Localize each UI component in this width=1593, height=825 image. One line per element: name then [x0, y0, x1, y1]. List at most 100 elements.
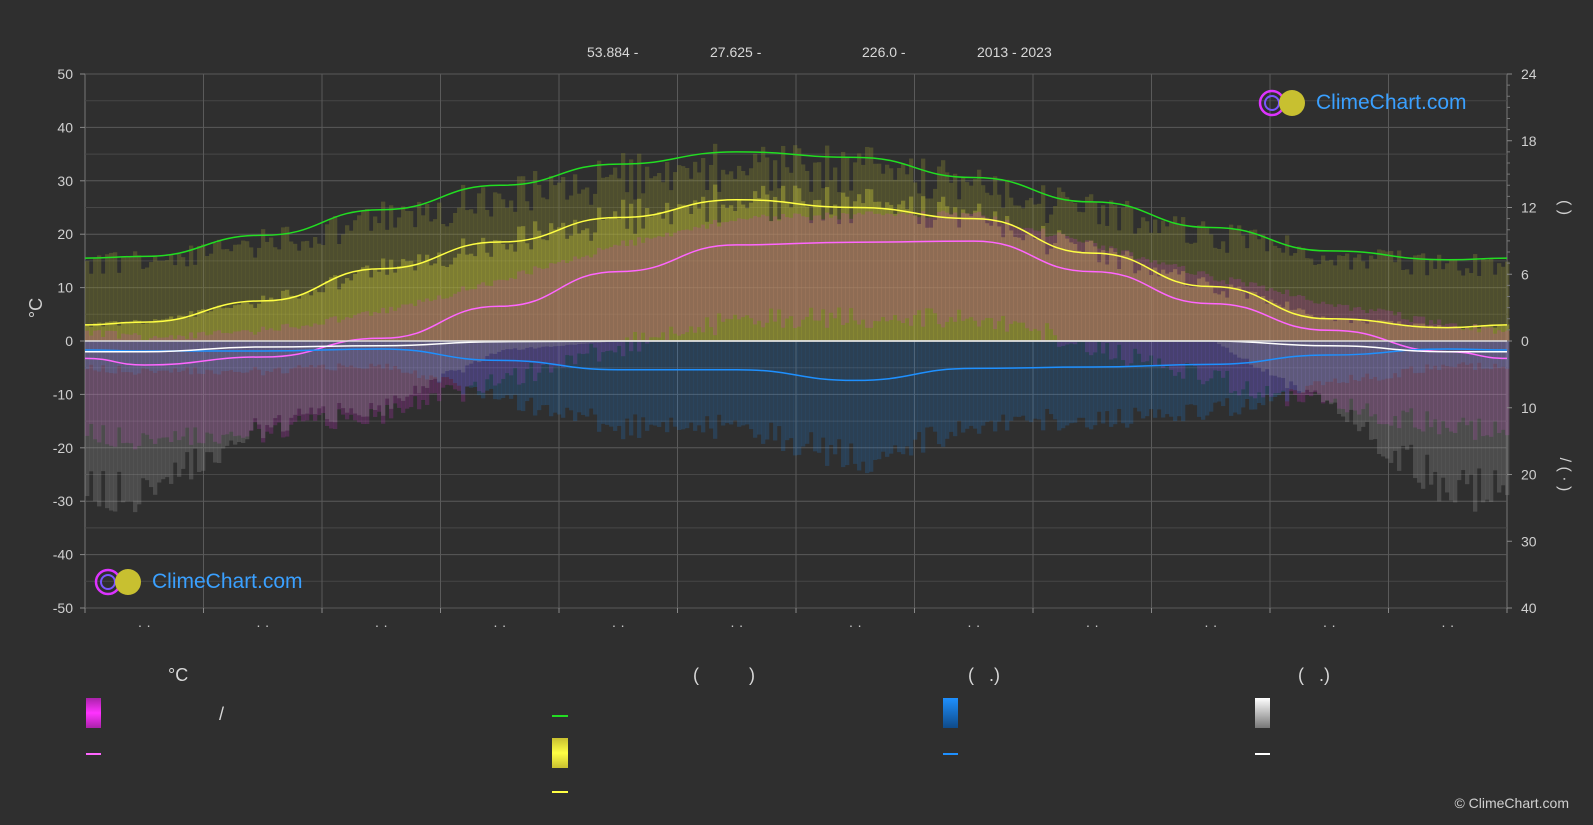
temp-range-bar	[789, 217, 794, 317]
temp-range-bar	[281, 324, 286, 438]
snow-bar	[1337, 341, 1342, 414]
snow-bar	[537, 341, 542, 348]
legend-max-temp-line	[86, 753, 101, 755]
sunshine-bar	[1505, 324, 1510, 341]
rain-bar	[189, 341, 194, 375]
sunshine-bar	[409, 260, 414, 341]
snow-bar	[93, 341, 98, 502]
rain-bar	[1173, 341, 1178, 422]
daylight-bar	[409, 211, 414, 341]
temp-range-bar	[857, 212, 862, 325]
daylight-bar	[1061, 191, 1066, 341]
temp-range-bar	[1317, 303, 1322, 395]
daylight-bar	[653, 176, 658, 341]
daylight-bar	[1417, 254, 1422, 341]
temp-range-bar	[985, 217, 990, 318]
temp-range-bar	[977, 211, 982, 327]
snow-bar	[125, 341, 130, 501]
rain-bar	[229, 341, 234, 371]
snow-bar	[269, 341, 274, 428]
temp-range-bar	[1221, 280, 1226, 378]
temp-range-bar	[1145, 258, 1150, 362]
snow-bar	[1457, 341, 1462, 481]
snow-bar	[285, 341, 290, 431]
rain-bar	[277, 341, 282, 368]
sunshine-bar	[1085, 241, 1090, 341]
temp-range-bar	[1473, 324, 1478, 440]
rain-bar	[657, 341, 662, 427]
daylight-bar	[1461, 275, 1466, 341]
temp-range-bar	[345, 317, 350, 420]
daylight-bar	[897, 167, 902, 341]
rain-bar	[613, 341, 618, 431]
rain-bar	[1225, 341, 1230, 399]
snow-bar	[457, 341, 462, 370]
sunshine-bar	[721, 204, 726, 341]
temp-range-bar	[1265, 290, 1270, 387]
sunshine-bar	[301, 293, 306, 341]
daylight-bar	[353, 220, 358, 341]
daylight-bar	[1109, 200, 1114, 341]
snow-bar	[97, 341, 102, 507]
sunshine-bar	[1033, 239, 1038, 341]
daylight-bar	[337, 244, 342, 341]
snow-bar	[213, 341, 218, 463]
temp-range-bar	[993, 216, 998, 330]
daylight-bar	[225, 249, 230, 341]
temp-range-bar	[505, 280, 510, 374]
sunshine-bar	[133, 319, 138, 341]
sunshine-bar	[1105, 264, 1110, 341]
temp-range-bar	[749, 218, 754, 319]
logo-bottom[interactable]: ClimeChart.com	[94, 567, 303, 597]
daylight-bar	[957, 199, 962, 341]
snow-bar	[589, 341, 594, 343]
snow-bar	[349, 341, 354, 409]
sunshine-bar	[693, 200, 698, 341]
daylight-bar	[845, 156, 850, 341]
sunshine-bar	[1025, 234, 1030, 341]
rain-bar	[605, 341, 610, 425]
temp-range-bar	[953, 212, 958, 322]
rain-bar	[365, 341, 370, 369]
temp-range-bar	[417, 299, 422, 410]
rain-bar	[1181, 341, 1186, 422]
daylight-bar	[1457, 270, 1462, 341]
temp-range-bar	[181, 336, 186, 437]
temp-range-bar	[145, 340, 150, 435]
temp-range-bar	[353, 315, 358, 421]
sunshine-bar	[389, 259, 394, 341]
sunshine-bar	[1433, 327, 1438, 341]
temp-range-bar	[593, 254, 598, 348]
sunshine-bar	[1457, 328, 1462, 341]
daylight-bar	[1349, 269, 1354, 341]
rain-bar	[1213, 341, 1218, 403]
sunshine-bar	[773, 196, 778, 341]
sunshine-bar	[1073, 243, 1078, 341]
rain-bar	[361, 341, 366, 369]
sunshine-bar	[685, 205, 690, 341]
sunshine-bar	[921, 196, 926, 341]
sunshine-bar	[201, 309, 206, 341]
temp-range-bar	[753, 215, 758, 325]
snow-bar	[1489, 341, 1494, 502]
sunshine-bar	[1241, 292, 1246, 341]
daylight-bar	[969, 185, 974, 341]
snow-bar	[1401, 341, 1406, 446]
temp-range-bar	[597, 247, 602, 362]
temp-range-bar	[769, 221, 774, 309]
daylight-bar	[601, 177, 606, 341]
daylight-bar	[253, 257, 258, 341]
sunshine-bar	[317, 292, 322, 341]
sunshine-bar	[733, 211, 738, 341]
logo-top[interactable]: ClimeChart.com	[1258, 88, 1467, 118]
rain-bar	[213, 341, 218, 374]
daylight-bar	[921, 158, 926, 341]
rain-bar	[469, 341, 474, 388]
daylight-bar	[305, 240, 310, 341]
month-label: · ·	[1323, 617, 1336, 633]
temp-range-bar	[129, 334, 134, 444]
temp-range-bar	[845, 213, 850, 323]
daylight-bar	[1317, 264, 1322, 341]
sunshine-bar	[233, 305, 238, 341]
snow-bar	[573, 341, 578, 345]
